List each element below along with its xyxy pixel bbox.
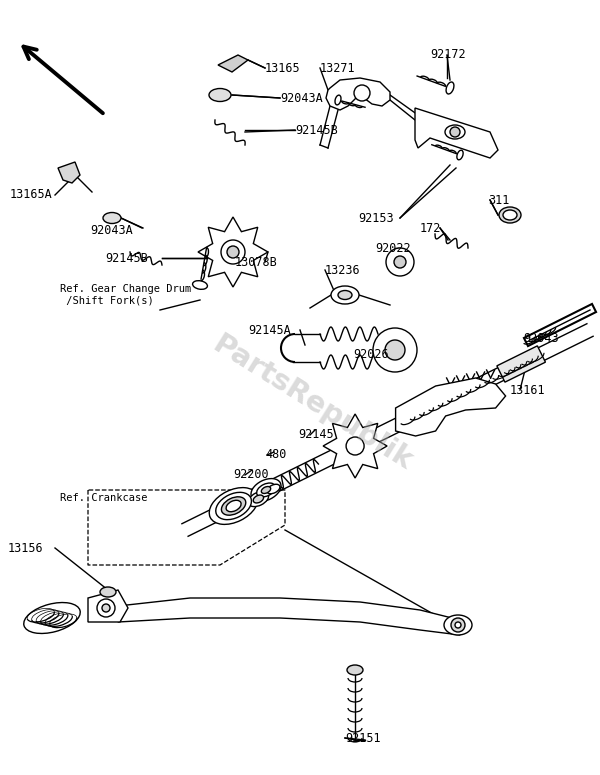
Text: 92151: 92151 xyxy=(345,732,380,745)
Text: 13161: 13161 xyxy=(510,384,545,397)
Circle shape xyxy=(455,622,461,628)
Polygon shape xyxy=(118,598,460,635)
Circle shape xyxy=(451,618,465,632)
Ellipse shape xyxy=(457,150,463,160)
Ellipse shape xyxy=(226,501,241,512)
Circle shape xyxy=(385,340,405,360)
Ellipse shape xyxy=(331,286,359,304)
Circle shape xyxy=(394,256,406,268)
Ellipse shape xyxy=(209,487,258,525)
Ellipse shape xyxy=(24,602,80,633)
Circle shape xyxy=(227,246,239,258)
Ellipse shape xyxy=(193,281,208,289)
Text: 13165: 13165 xyxy=(265,61,301,74)
Circle shape xyxy=(373,328,417,372)
Polygon shape xyxy=(198,217,268,287)
Ellipse shape xyxy=(499,207,521,223)
Circle shape xyxy=(97,599,115,617)
Text: 172: 172 xyxy=(420,222,442,235)
Ellipse shape xyxy=(335,95,341,105)
Text: 13236: 13236 xyxy=(325,264,361,277)
Circle shape xyxy=(346,437,364,455)
Polygon shape xyxy=(218,55,248,72)
Ellipse shape xyxy=(248,491,269,507)
Text: PartsRepublik: PartsRepublik xyxy=(207,330,417,476)
Ellipse shape xyxy=(100,587,116,597)
Text: 13271: 13271 xyxy=(320,61,356,74)
Text: 92200: 92200 xyxy=(233,469,269,481)
Text: 92043: 92043 xyxy=(523,332,559,345)
Ellipse shape xyxy=(257,483,275,497)
Circle shape xyxy=(102,604,110,612)
Ellipse shape xyxy=(446,82,454,94)
Ellipse shape xyxy=(347,665,363,675)
Circle shape xyxy=(450,127,460,137)
Text: Ref. Gear Change Drum
 /Shift Fork(s): Ref. Gear Change Drum /Shift Fork(s) xyxy=(60,284,191,306)
Ellipse shape xyxy=(338,291,352,299)
Text: 13156: 13156 xyxy=(8,542,44,554)
Ellipse shape xyxy=(221,497,246,515)
Ellipse shape xyxy=(445,125,465,139)
Circle shape xyxy=(386,248,414,276)
Ellipse shape xyxy=(251,479,281,501)
Text: 92145B: 92145B xyxy=(295,123,338,136)
Polygon shape xyxy=(415,108,498,158)
Text: 92043A: 92043A xyxy=(280,91,323,105)
Ellipse shape xyxy=(262,487,271,494)
Ellipse shape xyxy=(253,495,263,503)
Polygon shape xyxy=(58,162,80,183)
Text: 92153: 92153 xyxy=(358,212,394,225)
Polygon shape xyxy=(395,378,506,436)
Text: 92043A: 92043A xyxy=(90,223,133,236)
Text: 92145A: 92145A xyxy=(248,323,291,336)
Text: 13078B: 13078B xyxy=(235,256,278,268)
Text: Ref. Crankcase: Ref. Crankcase xyxy=(60,493,148,503)
Ellipse shape xyxy=(444,615,472,635)
Ellipse shape xyxy=(216,492,251,520)
Text: 92026: 92026 xyxy=(353,349,389,361)
Text: 92172: 92172 xyxy=(430,49,466,61)
Text: 311: 311 xyxy=(488,194,509,206)
Text: 13165A: 13165A xyxy=(10,188,53,202)
Polygon shape xyxy=(497,346,545,382)
Text: 92145B: 92145B xyxy=(105,252,148,264)
Polygon shape xyxy=(323,414,387,478)
Text: 92145: 92145 xyxy=(298,429,334,442)
Text: 92022: 92022 xyxy=(375,242,410,254)
Polygon shape xyxy=(326,78,390,110)
Ellipse shape xyxy=(209,88,231,102)
Text: 480: 480 xyxy=(265,449,286,461)
Ellipse shape xyxy=(503,210,517,220)
Circle shape xyxy=(354,85,370,101)
Ellipse shape xyxy=(103,212,121,223)
Polygon shape xyxy=(88,590,128,622)
Ellipse shape xyxy=(267,484,280,494)
Circle shape xyxy=(221,240,245,264)
